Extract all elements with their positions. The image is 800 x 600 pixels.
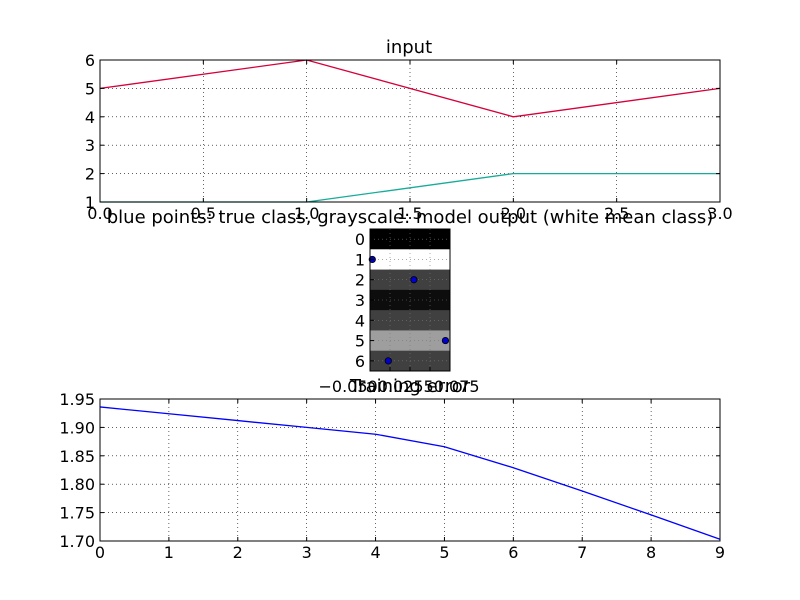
heatmap-row-label: 2: [355, 271, 365, 290]
heatmap-cell: [430, 269, 451, 291]
true-class-point: [410, 276, 418, 284]
p1-x-tick-label: 3.0: [707, 204, 732, 223]
heatmap-cell: [410, 249, 431, 270]
class-heatmap-title: blue points: true class, grayscale: mode…: [107, 207, 714, 228]
p1-x-tick-label: 2.0: [501, 204, 526, 223]
p3-x-tick-label: 1: [164, 543, 174, 562]
heatmap-cell: [430, 350, 451, 372]
heatmap-cell: [410, 310, 431, 331]
heatmap-row-label: 0: [355, 230, 365, 249]
heatmap-cell: [410, 289, 431, 311]
input-plot: input 0.0 0.5 1.0 1.5 2.0 2.5 3.0 1 2 3 4 5 6: [85, 37, 733, 223]
heatmap-cell: [430, 229, 451, 250]
heatmap-cell: [410, 330, 431, 352]
heatmap-cell: [430, 249, 451, 270]
heatmap-cell: [390, 310, 411, 331]
heatmap-cell: [370, 350, 391, 372]
p3-y-tick-label: 1.90: [59, 418, 95, 437]
heatmap-cell: [390, 289, 411, 311]
p3-x-tick-label: 2: [233, 543, 243, 562]
heatmap-cell: [370, 249, 391, 270]
heatmap-cell: [370, 310, 391, 331]
true-class-point: [384, 357, 392, 365]
heatmap-cell: [390, 229, 411, 250]
heatmap-cell: [430, 310, 451, 331]
training-error-title: Training error: [349, 376, 471, 397]
training-error-plot: Training error 0 1 2 3 4 5 6 7 8 9 1.70 1.75 1.80 1.8…: [59, 376, 725, 562]
p3-y-tick-label: 1.70: [59, 532, 95, 551]
training-error-frame: [99, 398, 721, 542]
p3-y-tick-label: 1.95: [59, 390, 95, 409]
heatmap-row-label: 6: [355, 352, 365, 371]
p3-x-tick-label: 3: [302, 543, 312, 562]
p1-x-tick-label: 2.5: [604, 204, 629, 223]
heatmap-cell: [390, 330, 411, 352]
p3-y-tick-label: 1.85: [59, 447, 95, 466]
class-heatmap-ticks: 01 234 56: [355, 230, 451, 371]
p3-x-tick-label: 8: [646, 543, 656, 562]
p3-series-line-1: [99, 406, 721, 540]
p3-x-tick-label: 9: [715, 543, 725, 562]
p1-x-tick-label: 0.5: [191, 204, 216, 223]
heatmap-cell: [390, 249, 411, 270]
heatmap-cell: [410, 229, 431, 250]
heatmap-cell: [430, 289, 451, 311]
p3-y-tick-label: 1.80: [59, 475, 95, 494]
true-class-point: [441, 336, 450, 345]
heatmap-cell: [370, 289, 391, 311]
heatmap-cell: [430, 330, 451, 352]
p1-series-line-1: [99, 59, 721, 118]
p1-y-tick-label: 3: [85, 136, 95, 155]
heatmap-cell: [390, 350, 411, 372]
p3-x-tick-label: 0: [95, 543, 105, 562]
class-heatmap-x-tick-labels: −0.0500.02550.075: [319, 377, 480, 396]
p1-y-tick-label: 2: [85, 165, 95, 184]
class-heatmap-grid: [370, 229, 450, 371]
p3-x-tick-label: 4: [370, 543, 380, 562]
p1-x-tick-label: 1.5: [397, 204, 422, 223]
p1-x-tick-label: 1.0: [294, 204, 319, 223]
input-plot-ticks: 0.0 0.5 1.0 1.5 2.0 2.5 3.0 1 2 3 4 5 6: [85, 51, 733, 223]
p3-x-tick-label: 6: [508, 543, 518, 562]
heatmap-cell: [410, 269, 431, 291]
p1-y-tick-label: 4: [85, 108, 95, 127]
input-plot-title: input: [386, 37, 432, 58]
heatmap-row-label: 3: [355, 291, 365, 310]
p1-y-tick-label: 5: [85, 79, 95, 98]
class-heatmap: blue points: true class, grayscale: mode…: [107, 207, 714, 396]
training-error-series: [99, 406, 721, 540]
class-heatmap-cells: [370, 229, 451, 372]
p1-x-tick-label: 0.0: [87, 204, 112, 223]
heatmap-row-label: 4: [355, 311, 365, 330]
p1-y-tick-label: 1: [85, 193, 95, 212]
heatmap-cell: [370, 269, 391, 291]
p1-y-tick-label: 6: [85, 51, 95, 70]
heatmap-row-label: 1: [355, 250, 365, 269]
p3-x-tick-label: 5: [439, 543, 449, 562]
heatmap-cell: [390, 269, 411, 291]
heatmap-row-label: 5: [355, 332, 365, 351]
p3-x-tick-label: 7: [577, 543, 587, 562]
p3-y-tick-label: 1.75: [59, 504, 95, 523]
heatmap-cell: [370, 229, 391, 250]
training-error-ticks: 0 1 2 3 4 5 6 7 8 9 1.70 1.75 1.80 1.85 1.90 1.95: [59, 390, 725, 562]
heatmap-cell: [370, 330, 391, 352]
heatmap-cell: [410, 350, 431, 372]
